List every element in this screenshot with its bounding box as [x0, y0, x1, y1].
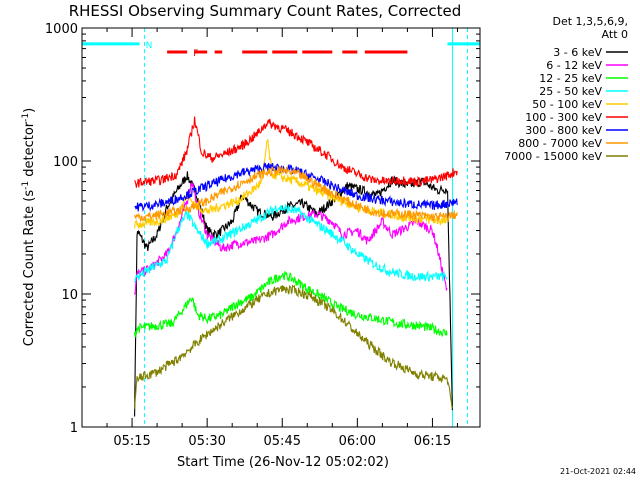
series-line-0	[134, 171, 453, 417]
series-line-8	[134, 284, 453, 409]
legend-header-line-2: Att 0	[602, 28, 628, 41]
y-axis-title-exp-2: -1	[21, 113, 31, 122]
legend-label-5: 100 - 300 keV	[525, 111, 602, 124]
x-axis-title: Start Time (26-Nov-12 05:02:02)	[177, 455, 389, 470]
y-axis-title-part-3: )	[22, 108, 37, 113]
axis-ticks: 1 10 100 1000 05:15 05:30 05:45 06:00 06:15	[45, 22, 480, 449]
legend-label-8: 7000 - 15000 keV	[504, 150, 602, 163]
annotation-f-label: F	[193, 49, 198, 59]
x-tick-label-1: 05:30	[188, 434, 225, 449]
x-tick-label-2: 05:45	[264, 434, 301, 449]
x-tick-label-3: 06:00	[339, 434, 376, 449]
x-tick-label-4: 06:15	[414, 434, 451, 449]
y-tick-label-1: 10	[61, 288, 78, 303]
series-line-1	[134, 182, 448, 295]
annotation-n-label: N	[146, 41, 153, 51]
y-axis-title-part-1: Corrected Count Rate (s	[22, 190, 37, 347]
legend-label-6: 300 - 800 keV	[525, 124, 602, 137]
x-tick-label-0: 05:15	[113, 434, 150, 449]
legend-label-3: 25 - 50 keV	[539, 85, 602, 98]
legend-label-7: 800 - 7000 keV	[518, 137, 602, 150]
series-line-2	[134, 271, 448, 338]
series-line-5	[134, 116, 458, 188]
series-line-3	[134, 203, 448, 283]
timestamp: 21-Oct-2021 02:44	[560, 467, 636, 476]
series-layer	[134, 116, 458, 417]
chart-title: RHESSI Observing Summary Count Rates, Co…	[69, 2, 462, 20]
y-tick-label-2: 100	[53, 155, 78, 170]
y-axis-title-part-2: detector	[22, 121, 37, 181]
y-tick-label-0: 1	[70, 421, 78, 436]
plot-frame	[81, 27, 481, 428]
series-line-7	[134, 165, 458, 222]
y-tick-label-3: 1000	[45, 22, 78, 37]
legend-label-4: 50 - 100 keV	[532, 98, 602, 111]
y-axis-title: Corrected Count Rate (s-1 detector-1)	[21, 108, 37, 346]
y-axis-title-exp-1: -1	[21, 181, 31, 190]
legend-header-line-1: Det 1,3,5,6,9,	[552, 15, 628, 28]
legend-label-0: 3 - 6 keV	[553, 46, 602, 59]
legend-label-2: 12 - 25 keV	[539, 72, 602, 85]
series-line-6	[134, 161, 458, 213]
legend-label-1: 6 - 12 keV	[546, 59, 602, 72]
